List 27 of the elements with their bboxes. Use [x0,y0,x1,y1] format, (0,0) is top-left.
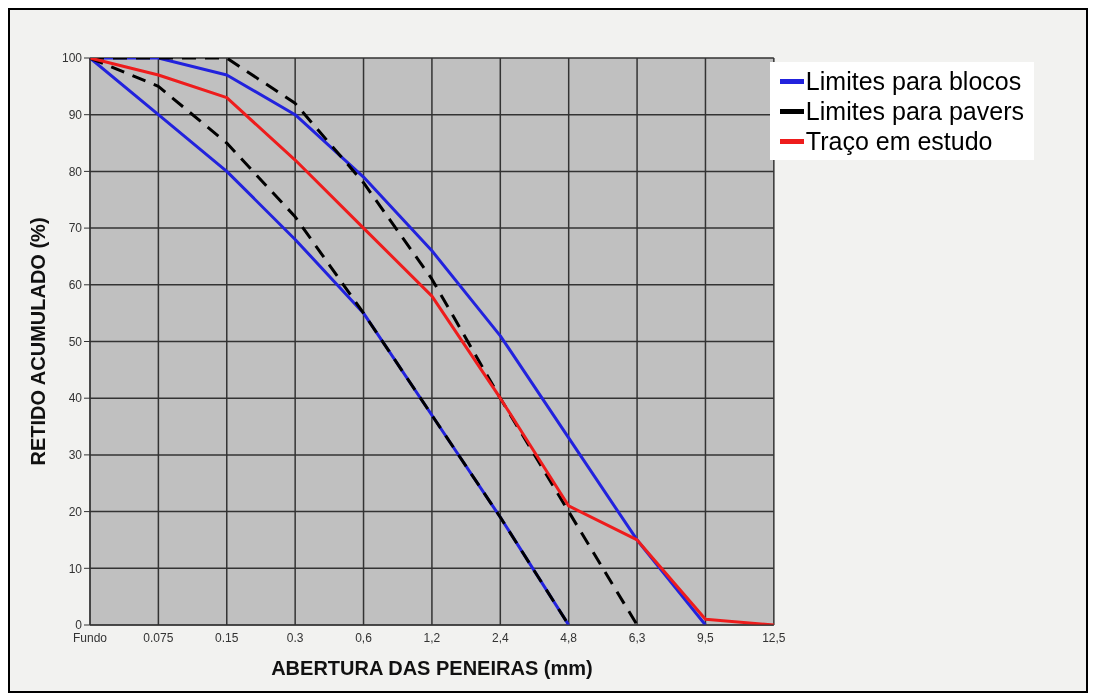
y-tick-label: 60 [68,278,83,293]
legend-label: Limites para blocos [805,66,1022,96]
y-tick-label: 10 [68,561,83,576]
x-tick-label: 0.3 [286,630,304,645]
y-tick-label: 20 [68,504,83,519]
x-axis-title: ABERTURA DAS PENEIRAS (mm) [271,657,593,679]
x-tick-label: 6,3 [628,630,646,645]
legend-label: Limites para pavers [805,96,1024,126]
y-axis-title: RETIDO ACUMULADO (%) [27,217,50,466]
y-tick-label: 70 [68,221,83,236]
y-tick-label: 100 [61,51,83,66]
x-tick-label: 2,4 [491,630,509,645]
x-tick-label: 0,6 [355,630,373,645]
x-tick-label: 0.075 [143,630,174,645]
legend-label: Traço em estudo [805,126,993,156]
x-tick-label: Fundo [72,630,108,645]
y-tick-label: 0 [75,618,83,633]
x-tick-label: 1,2 [423,630,441,645]
x-tick-label: 0.15 [215,630,239,645]
x-tick-label: 12,5 [762,630,786,645]
x-tick-label: 4,8 [560,630,578,645]
y-tick-label: 40 [68,391,83,406]
y-tick-label: 50 [68,334,83,349]
x-tick-label: 9,5 [697,630,715,645]
y-tick-label: 30 [68,448,83,463]
y-tick-label: 80 [68,164,83,179]
y-tick-label: 90 [68,107,83,122]
